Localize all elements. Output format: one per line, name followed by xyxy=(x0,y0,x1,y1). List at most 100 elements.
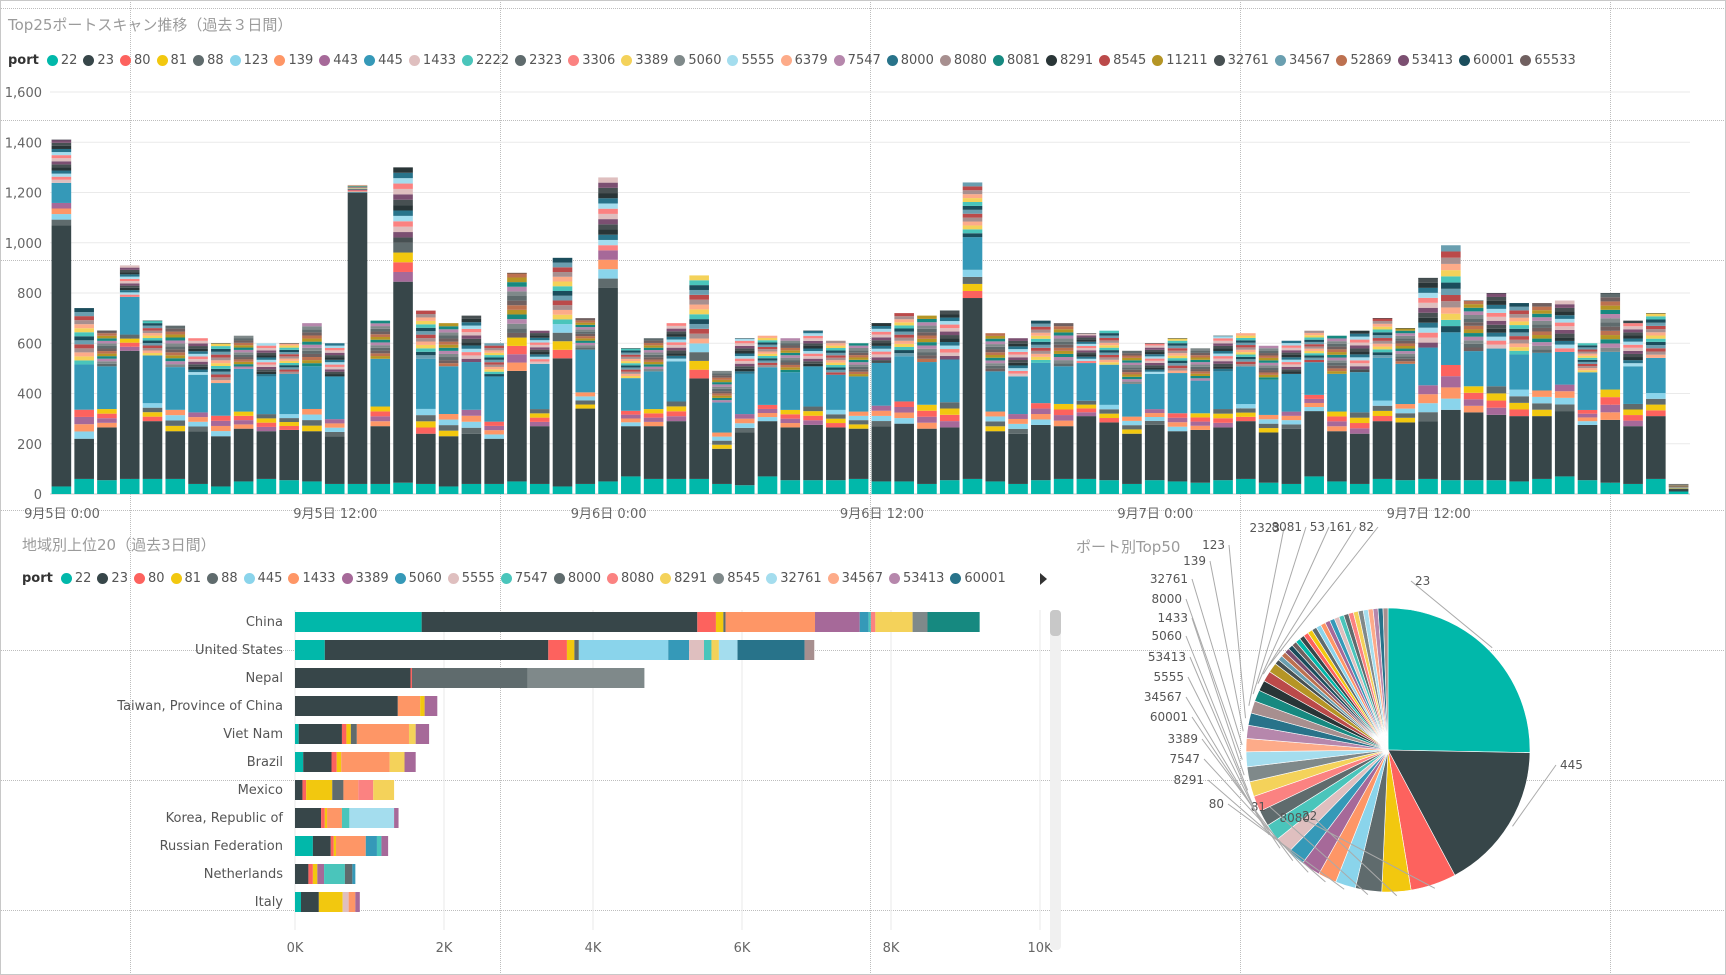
legend-item-3306[interactable]: 3306 xyxy=(568,53,615,68)
legend-item-6379[interactable]: 6379 xyxy=(780,53,828,68)
legend-item-3389[interactable]: 3389 xyxy=(621,53,668,68)
bar-segment xyxy=(575,338,596,341)
legend-item-88[interactable]: 88 xyxy=(193,53,224,68)
bar-segment xyxy=(894,401,914,407)
bar-segment xyxy=(1600,293,1621,294)
legend-item-34567[interactable]: 34567 xyxy=(1274,53,1330,68)
legend-item-60001[interactable]: 60001 xyxy=(1459,53,1514,68)
bar-segment xyxy=(302,353,322,358)
bar-segment xyxy=(302,481,322,494)
bar-segment xyxy=(939,328,960,332)
legend-item-53413[interactable]: 53413 xyxy=(1397,53,1453,68)
legend-item-8291[interactable]: 8291 xyxy=(660,571,707,586)
bar-segment xyxy=(1418,412,1438,422)
legend-item-8291[interactable]: 8291 xyxy=(1046,53,1093,68)
bar-segment xyxy=(917,410,937,417)
legend-item-8080[interactable]: 8080 xyxy=(607,571,654,586)
legend-item-8000[interactable]: 8000 xyxy=(553,571,601,586)
bar-segment xyxy=(484,357,504,360)
legend-item-80[interactable]: 80 xyxy=(133,571,165,586)
legend-item-7547[interactable]: 7547 xyxy=(833,53,881,68)
bar-segment xyxy=(712,440,732,445)
port-top50-chart[interactable]: 2344522808081808291754733896000134567555… xyxy=(1070,520,1726,975)
legend-item-8545[interactable]: 8545 xyxy=(713,571,760,586)
bar-segment xyxy=(780,362,801,365)
bar-segment xyxy=(461,338,482,343)
bar-segment xyxy=(1167,345,1188,349)
bar-segment xyxy=(552,272,573,277)
legend-item-1433[interactable]: 1433 xyxy=(288,571,336,586)
bar-segment xyxy=(324,374,345,377)
bar-segment xyxy=(347,187,368,188)
legend-item-32761[interactable]: 32761 xyxy=(1213,53,1269,68)
bar-segment xyxy=(826,369,846,373)
bar-segment xyxy=(302,350,322,354)
legend-item-88[interactable]: 88 xyxy=(207,571,238,586)
legend-item-445[interactable]: 445 xyxy=(364,53,403,68)
port-scan-trend-visual[interactable]: Top25ポートスキャン推移（過去３日間） port 22 23 80 81 88 123… xyxy=(0,0,1726,520)
region-top20-visual[interactable]: 地域別上位20（過去3日間） port 22 23 80 81 88 445 1433 338… xyxy=(0,520,1070,975)
bar-segment xyxy=(939,338,960,343)
bar-segment xyxy=(1418,394,1438,404)
bar-segment xyxy=(552,267,573,273)
bar-segment xyxy=(1486,393,1507,401)
legend-item-11211[interactable]: 11211 xyxy=(1152,53,1208,68)
bar-segment xyxy=(438,353,459,358)
legend-item-5060[interactable]: 5060 xyxy=(674,53,721,68)
bar-segment xyxy=(1167,338,1188,339)
legend-item-1433[interactable]: 1433 xyxy=(408,53,456,68)
scrollbar-thumb[interactable] xyxy=(1050,610,1061,636)
legend-item-34567[interactable]: 34567 xyxy=(827,571,883,586)
bar-segment xyxy=(939,342,960,346)
legend-item-80[interactable]: 80 xyxy=(119,53,151,68)
legend-item-5555[interactable]: 5555 xyxy=(727,53,775,68)
bar-segment xyxy=(306,780,333,800)
legend-next-arrow-icon[interactable] xyxy=(1040,573,1047,585)
legend-item-8000[interactable]: 8000 xyxy=(886,53,934,68)
bar-segment xyxy=(370,345,391,348)
bar-segment xyxy=(424,696,438,716)
bar-segment xyxy=(1600,412,1621,420)
legend-item-443[interactable]: 443 xyxy=(319,53,358,68)
bar-segment xyxy=(1577,359,1598,362)
legend-item-8081[interactable]: 8081 xyxy=(992,53,1040,68)
bar-segment xyxy=(848,355,869,358)
legend-item-23[interactable]: 23 xyxy=(97,571,128,586)
legend-item-5060[interactable]: 5060 xyxy=(394,571,442,586)
legend-item-52869[interactable]: 52869 xyxy=(1336,53,1392,68)
bar-segment xyxy=(507,481,527,494)
region-top20-title: 地域別上位20（過去3日間） xyxy=(22,536,216,554)
bar-segment xyxy=(1441,270,1461,277)
legend-item-23[interactable]: 23 xyxy=(83,53,114,68)
legend-item-22[interactable]: 22 xyxy=(60,571,91,586)
legend-item-81[interactable]: 81 xyxy=(156,53,187,68)
bar-segment xyxy=(666,421,687,479)
legend-item-5555[interactable]: 5555 xyxy=(447,571,495,586)
legend-item-32761[interactable]: 32761 xyxy=(766,571,822,586)
legend-item-3389[interactable]: 3389 xyxy=(341,571,389,586)
legend-item-2323[interactable]: 2323 xyxy=(515,53,562,68)
legend-item-8080[interactable]: 8080 xyxy=(939,53,987,68)
bar-segment xyxy=(461,415,482,422)
legend-item-445[interactable]: 445 xyxy=(243,571,282,586)
legend-item-22[interactable]: 22 xyxy=(46,53,77,68)
legend-item-7547[interactable]: 7547 xyxy=(500,571,548,586)
legend-label: 1433 xyxy=(302,571,336,586)
legend-item-2222[interactable]: 2222 xyxy=(462,53,509,68)
pie-slice xyxy=(1387,607,1531,753)
legend-item-60001[interactable]: 60001 xyxy=(950,571,1006,586)
legend-item-139[interactable]: 139 xyxy=(274,53,313,68)
bar-segment xyxy=(712,375,732,378)
port-top50-visual[interactable]: ポート別Top50 23 445 22 8080 81 80 8291 7547 3389 600… xyxy=(1070,520,1726,975)
bar-segment xyxy=(416,348,436,352)
legend-item-81[interactable]: 81 xyxy=(170,571,201,586)
bar-segment xyxy=(927,612,980,632)
legend-item-53413[interactable]: 53413 xyxy=(889,571,944,586)
legend-item-123[interactable]: 123 xyxy=(229,53,268,68)
bar-segment xyxy=(256,357,277,360)
legend-item-8545[interactable]: 8545 xyxy=(1099,53,1146,68)
legend-item-65533[interactable]: 65533 xyxy=(1520,53,1576,68)
region-chart-scrollbar[interactable] xyxy=(1050,610,1061,950)
